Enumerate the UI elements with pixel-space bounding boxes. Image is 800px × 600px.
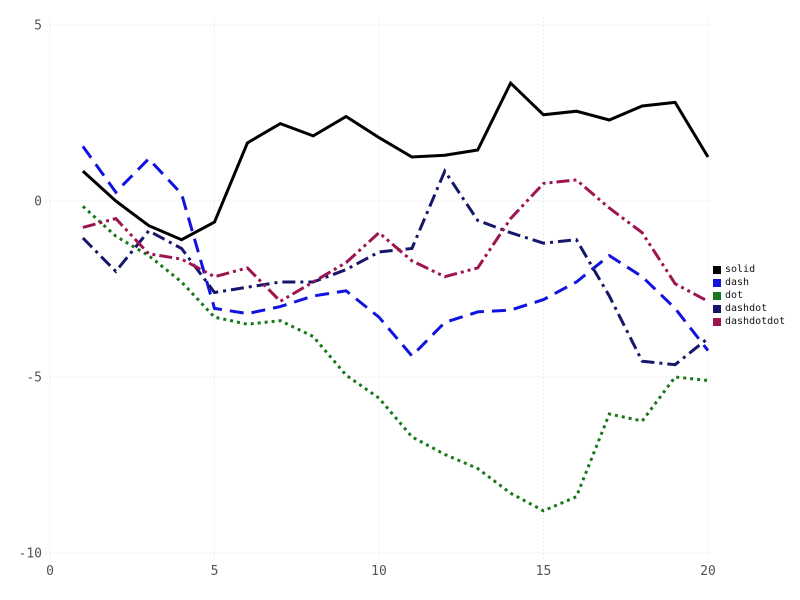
legend-label: solid xyxy=(725,264,756,275)
legend-label: dashdotdot xyxy=(725,316,786,327)
x-tick-label: 0 xyxy=(46,564,54,579)
legend-swatch-icon xyxy=(713,278,721,287)
legend-item-dashdot: dashdot xyxy=(713,302,785,315)
x-tick-label: 20 xyxy=(700,564,716,579)
x-tick-label: 10 xyxy=(371,564,387,579)
legend-label: dash xyxy=(725,277,750,288)
legend-swatch-icon xyxy=(713,265,721,274)
x-tick-label: 15 xyxy=(536,564,552,579)
legend-label: dashdot xyxy=(725,303,768,314)
legend-item-dashdotdot: dashdotdot xyxy=(713,315,785,328)
series-line-solid xyxy=(81,80,710,242)
series-line-dashdotdot xyxy=(82,178,709,304)
legend-swatch-icon xyxy=(713,304,721,313)
legend-item-solid: solid xyxy=(713,263,785,276)
y-tick-label: 5 xyxy=(34,19,42,34)
legend-swatch-icon xyxy=(713,317,721,326)
series-line-dash xyxy=(81,145,710,359)
legend: solid dash dot dashdot dashdotdot xyxy=(713,263,785,328)
legend-item-dot: dot xyxy=(713,289,785,302)
y-tick-label: -10 xyxy=(19,547,42,562)
legend-label: dot xyxy=(725,290,744,301)
y-tick-label: -5 xyxy=(26,371,42,386)
series-line-dot xyxy=(81,205,709,513)
x-tick-label: 5 xyxy=(211,564,219,579)
series-line-dashdot xyxy=(81,167,709,367)
legend-item-dash: dash xyxy=(713,276,785,289)
legend-swatch-icon xyxy=(713,291,721,300)
y-tick-label: 0 xyxy=(34,195,42,210)
